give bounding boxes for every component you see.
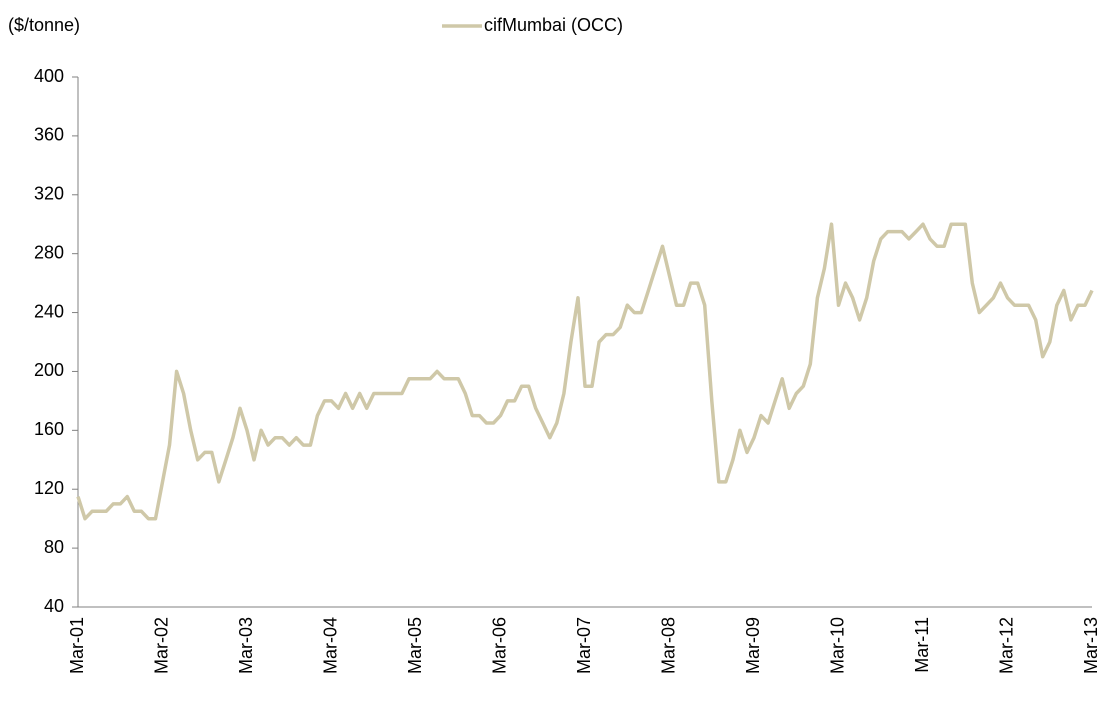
x-tick-label: Mar-11 xyxy=(912,617,932,673)
y-tick-label: 120 xyxy=(34,478,64,498)
x-tick-label: Mar-07 xyxy=(574,617,594,674)
y-tick-label: 400 xyxy=(34,66,64,86)
x-tick-label: Mar-03 xyxy=(236,617,256,674)
x-tick-label: Mar-02 xyxy=(151,617,171,674)
y-tick-label: 360 xyxy=(34,125,64,145)
y-tick-label: 240 xyxy=(34,301,64,321)
x-tick-label: Mar-10 xyxy=(827,617,847,674)
y-tick-label: 200 xyxy=(34,360,64,380)
x-tick-label: Mar-08 xyxy=(658,617,678,674)
x-tick-label: Mar-05 xyxy=(405,617,425,674)
y-tick-label: 160 xyxy=(34,419,64,439)
x-tick-label: Mar-04 xyxy=(320,617,340,674)
x-tick-label: Mar-06 xyxy=(489,617,509,674)
y-tick-label: 40 xyxy=(44,596,64,616)
x-tick-label: Mar-01 xyxy=(67,617,87,674)
legend-label: cifMumbai (OCC) xyxy=(484,15,623,35)
y-tick-label: 80 xyxy=(44,537,64,557)
y-tick-label: 320 xyxy=(34,184,64,204)
x-tick-label: Mar-12 xyxy=(996,617,1016,674)
x-tick-label: Mar-13 xyxy=(1081,617,1101,674)
y-tick-label: 280 xyxy=(34,242,64,262)
x-tick-label: Mar-09 xyxy=(743,617,763,674)
data-line xyxy=(76,222,1094,521)
y-axis-label: ($/tonne) xyxy=(8,15,80,35)
